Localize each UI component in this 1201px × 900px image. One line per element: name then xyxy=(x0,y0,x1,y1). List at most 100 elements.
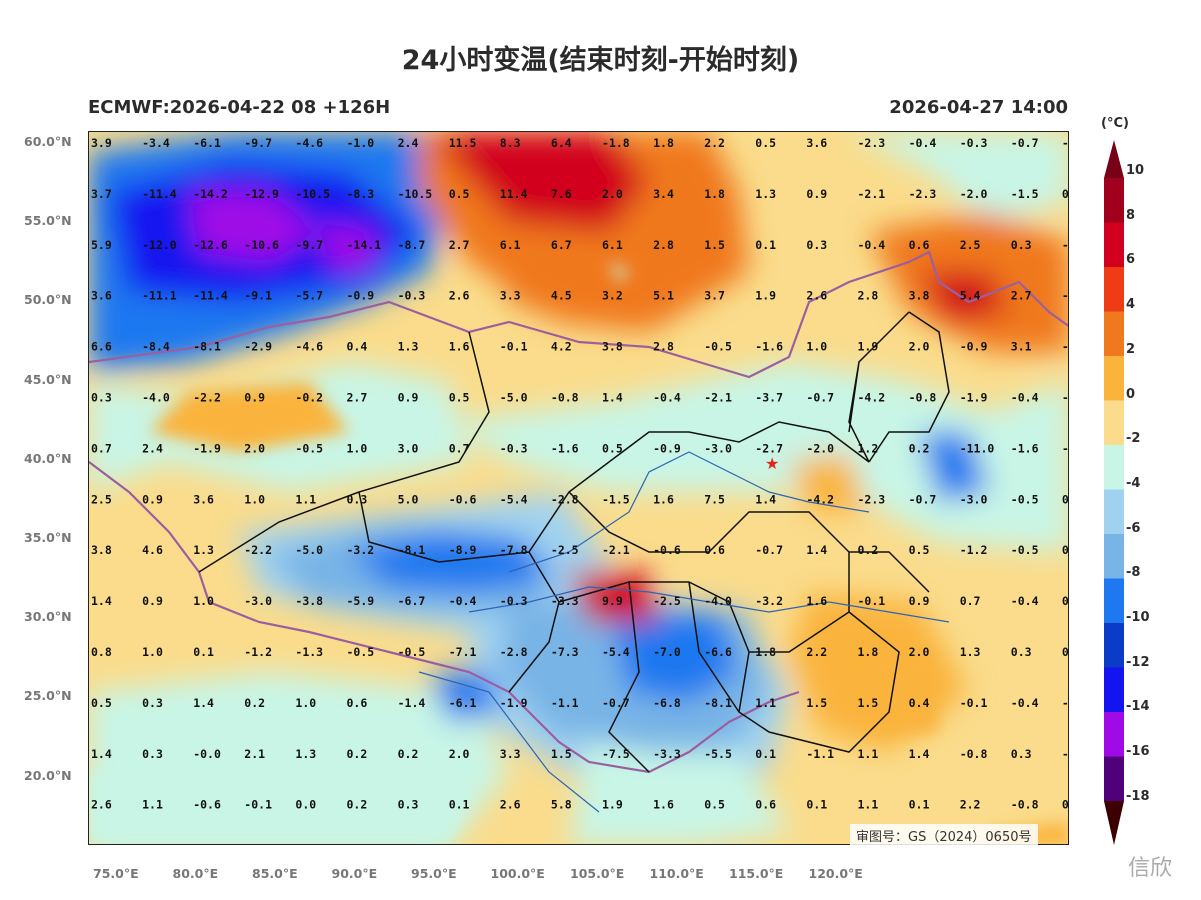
grid-value: -0.4 xyxy=(449,594,477,608)
grid-value: -0.3 xyxy=(398,289,426,303)
valid-time-label: 2026-04-27 14:00 xyxy=(889,97,1068,118)
grid-value: -0.5 xyxy=(295,441,323,455)
latitude-tick-label: 30.0°N xyxy=(24,609,72,625)
grid-value: 0.3 xyxy=(1011,747,1032,761)
grid-value: 3.6 xyxy=(193,492,214,506)
grid-value: -0.6 xyxy=(449,492,477,506)
grid-value: -1.9 xyxy=(500,696,528,710)
grid-value: -0.7 xyxy=(909,492,937,506)
grid-value: -0.5 xyxy=(398,645,426,659)
grid-value: 2.0 xyxy=(244,441,265,455)
grid-value: -1.2 xyxy=(244,645,272,659)
rivers xyxy=(418,451,950,813)
grid-value: -0.1 xyxy=(244,798,272,812)
grid-value: 1.0 xyxy=(244,492,265,506)
grid-value: -4.6 xyxy=(295,340,323,354)
colorbar-tick-label: -14 xyxy=(1126,699,1150,715)
grid-value: -3.8 xyxy=(295,594,323,608)
grid-value: -0.4 xyxy=(858,238,886,252)
grid-value: 5.8 xyxy=(551,798,572,812)
grid-value: -0.9 xyxy=(653,441,681,455)
grid-value: -0.7 xyxy=(806,391,834,405)
grid-value: 5.0 xyxy=(398,492,419,506)
grid-value: -12.0 xyxy=(142,238,177,252)
grid-value: 0.5 xyxy=(449,187,470,201)
grid-value: 0.5 xyxy=(1062,543,1069,557)
grid-value: -7.8 xyxy=(500,543,528,557)
grid-value: 0.3 xyxy=(1011,238,1032,252)
grid-value: 3.3 xyxy=(500,747,521,761)
grid-value: -10.5 xyxy=(295,187,330,201)
grid-value: -9.1 xyxy=(244,289,272,303)
grid-value: 0.2 xyxy=(244,696,265,710)
grid-value: 0.6 xyxy=(347,696,368,710)
field-detail xyxy=(89,262,1068,844)
grid-value: 1.3 xyxy=(960,645,981,659)
latitude-tick-label: 45.0°N xyxy=(24,371,72,387)
grid-value: 6.1 xyxy=(602,238,623,252)
colorbar-tick-label: 4 xyxy=(1126,297,1136,313)
grid-value: -2.7 xyxy=(755,441,783,455)
grid-value: -3.3 xyxy=(653,747,681,761)
colorbar-tick-label: -4 xyxy=(1126,475,1141,491)
grid-value: 5.1 xyxy=(653,289,674,303)
grid-value: -2.1 xyxy=(858,187,886,201)
grid-value: -10.6 xyxy=(244,238,279,252)
longitude-tick-label: 115.0°E xyxy=(729,866,784,881)
grid-value: -0.0 xyxy=(1062,696,1069,710)
grid-value: 1.1 xyxy=(295,492,316,506)
grid-value: 3.7 xyxy=(704,289,725,303)
latitude-tick-label: 60.0°N xyxy=(24,134,72,149)
grid-value: 0.1 xyxy=(755,747,776,761)
grid-value: -1.3 xyxy=(295,645,323,659)
grid-value: -7.3 xyxy=(551,645,579,659)
colorbar-tick-label: -8 xyxy=(1126,565,1141,581)
grid-value: 0.7 xyxy=(960,594,981,608)
grid-value: -6.8 xyxy=(653,696,681,710)
grid-value: 1.3 xyxy=(755,187,776,201)
grid-value: 2.8 xyxy=(858,289,879,303)
grid-value: 0.8 xyxy=(1062,645,1069,659)
grid-value: 0.2 xyxy=(347,798,368,812)
grid-value: -12.6 xyxy=(193,238,228,252)
grid-value: -1.1 xyxy=(551,696,579,710)
grid-value: -7.0 xyxy=(653,645,681,659)
grid-value: 2.7 xyxy=(449,238,470,252)
grid-value: 2.0 xyxy=(602,187,623,201)
grid-value: -0.7 xyxy=(1011,136,1039,150)
grid-value: 1.4 xyxy=(602,391,623,405)
grid-value: 3.4 xyxy=(653,187,674,201)
grid-value: 0.9 xyxy=(909,594,930,608)
grid-value: -0.4 xyxy=(653,391,681,405)
grid-value: 11.5 xyxy=(449,136,477,150)
colorbar-tick-label: -16 xyxy=(1126,744,1150,760)
grid-value: -2.5 xyxy=(653,594,681,608)
latitude-tick-label: 20.0°N xyxy=(24,767,72,783)
grid-value: 2.6 xyxy=(806,289,827,303)
grid-value: -3.0 xyxy=(704,441,732,455)
grid-value: -0.4 xyxy=(1062,747,1069,761)
grid-value: -1.6 xyxy=(1011,441,1039,455)
grid-value: -3.7 xyxy=(1062,391,1069,405)
grid-value: -7.5 xyxy=(602,747,630,761)
grid-value: 1.9 xyxy=(858,340,879,354)
colorbar-top-arrow xyxy=(1104,140,1124,178)
colorbar-segment xyxy=(1104,311,1124,356)
grid-value: 5.4 xyxy=(960,289,981,303)
grid-value: 9.9 xyxy=(602,594,623,608)
grid-value: -10.5 xyxy=(398,187,433,201)
grid-value: -0.4 xyxy=(1062,340,1069,354)
colorbar-segment xyxy=(1104,178,1124,223)
grid-value: 3.9 xyxy=(91,136,112,150)
grid-value: 0.2 xyxy=(858,543,879,557)
grid-value: 6.6 xyxy=(91,340,112,354)
grid-value: 1.1 xyxy=(858,747,879,761)
grid-value: 1.5 xyxy=(704,238,725,252)
map-canvas: ★ 3.9 -3.4 -6.1 -9.7 -4.6 -1.0 2.4 11.5 8.3 6.4 -1… xyxy=(89,132,1069,844)
grid-value: 0.3 xyxy=(347,492,368,506)
grid-value: -11.0 xyxy=(960,441,995,455)
country-border xyxy=(89,250,1068,379)
grid-value: -14.2 xyxy=(193,187,228,201)
grid-value: 0.0 xyxy=(295,798,316,812)
latitude-tick-label: 25.0°N xyxy=(24,688,72,704)
